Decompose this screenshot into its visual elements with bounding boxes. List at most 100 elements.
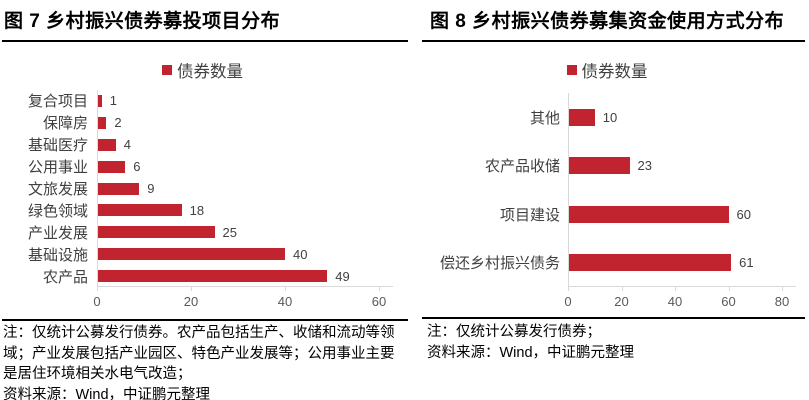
bar [568, 205, 729, 223]
chart-row: 绿色领域 18 [0, 199, 405, 221]
bar [97, 226, 215, 239]
x-tick-label: 60 [371, 294, 387, 309]
figure-7-legend: 债券数量 [0, 61, 405, 81]
category-label: 复合项目 [27, 93, 88, 111]
bar-track: 49 [97, 269, 405, 284]
value-label: 60 [736, 206, 751, 222]
category-label: 产业发展 [27, 224, 88, 242]
bar [97, 270, 328, 283]
x-axis-tick [191, 287, 192, 291]
figure-8-legend: 债券数量 [405, 61, 809, 81]
category-label: 基础设施 [27, 246, 88, 264]
x-tick-label: 80 [774, 294, 790, 309]
value-label: 2 [114, 115, 122, 131]
value-label: 9 [147, 181, 155, 196]
x-axis-tick [379, 287, 380, 291]
bar [97, 94, 102, 107]
figure-8-title: 图 8 乡村振兴债券募集资金使用方式分布 [430, 11, 785, 32]
y-axis-line [568, 93, 569, 287]
bar [97, 204, 182, 217]
bar [568, 108, 595, 126]
bar [97, 248, 285, 261]
chart-row: 项目建设 60 [405, 190, 809, 239]
figure-7-title-divider [2, 40, 408, 42]
x-tick-label: 40 [667, 294, 683, 309]
x-axis-line [97, 286, 393, 287]
x-tick-label: 0 [93, 294, 101, 309]
value-label: 25 [222, 224, 237, 240]
value-label: 18 [189, 202, 205, 218]
legend-label: 债券数量 [581, 63, 648, 81]
figure-7-chart: 复合项目 1 保障房 2 基础医疗 4 公用事业 6 文旅发展 9 绿色领域 18 产业发展 25 基础设施… [0, 90, 405, 309]
source-text: 资料来源：Wind，中证鹏元整理 [427, 344, 635, 361]
figure-8-notes: 注：仅统计公募发行债券； 资料来源：Wind，中证鹏元整理 [427, 322, 805, 363]
value-label: 40 [293, 246, 308, 262]
bar-track: 23 [568, 157, 809, 175]
figure-8-notes-divider [422, 317, 805, 319]
figure-8-title-divider [422, 40, 805, 42]
bar-track: 6 [97, 159, 405, 174]
figure-7-panel: 图 7 乡村振兴债券募投项目分布 债券数量 复合项目 1 保障房 2 基础医疗 4 公用事业… [0, 11, 408, 400]
bar-track: 60 [568, 205, 809, 223]
figure-7-notes-divider [2, 319, 408, 321]
chart-row: 基础医疗 4 [0, 134, 405, 156]
note-text: 注：仅统计公募发行债券。农产品包括生产、收储和流动等领域；产业发展包括产业园区、… [3, 325, 395, 382]
figure-7-title: 图 7 乡村振兴债券募投项目分布 [4, 11, 281, 32]
note-text: 注：仅统计公募发行债券； [427, 324, 601, 340]
chart-row: 农产品 49 [0, 265, 405, 287]
bar-track: 4 [97, 137, 405, 152]
category-label: 保障房 [42, 115, 88, 133]
bar [97, 138, 116, 151]
bar-track: 61 [568, 254, 809, 272]
value-label: 4 [123, 137, 132, 153]
figure-7-notes: 注：仅统计公募发行债券。农产品包括生产、收储和流动等领域；产业发展包括产业园区、… [3, 323, 395, 400]
category-label: 偿还乡村振兴债务 [439, 255, 560, 273]
chart-row: 其他 10 [405, 93, 809, 142]
x-axis-tick [782, 287, 783, 291]
x-tick-label: 40 [277, 294, 293, 309]
value-label: 10 [602, 109, 618, 125]
chart-row: 文旅发展 9 [0, 178, 405, 200]
x-tick-label: 60 [721, 294, 736, 309]
chart-row: 农产品收储 23 [405, 142, 809, 191]
bar-track: 2 [97, 115, 405, 130]
x-tick-label: 20 [614, 294, 629, 309]
chart-row: 保障房 2 [0, 112, 405, 134]
bar-track: 18 [97, 203, 405, 218]
x-axis-tick [285, 287, 286, 291]
legend-label: 债券数量 [177, 63, 243, 81]
value-label: 23 [637, 158, 652, 174]
value-label: 1 [109, 93, 117, 109]
category-label: 其他 [529, 109, 560, 127]
chart-row: 复合项目 1 [0, 90, 405, 112]
x-axis-tick [568, 287, 569, 291]
figure-8-panel: 图 8 乡村振兴债券募集资金使用方式分布 债券数量 其他 10 农产品收储 23 项目建… [405, 0, 809, 400]
source-text: 资料来源：Wind，中证鹏元整理 [3, 386, 211, 400]
legend-marker-icon [162, 65, 172, 75]
value-label: 6 [133, 159, 141, 175]
category-label: 文旅发展 [27, 181, 88, 198]
category-label: 农产品 [42, 268, 88, 286]
y-axis-line [97, 90, 98, 287]
x-tick-label: 0 [564, 294, 572, 309]
x-axis-tick [621, 287, 623, 291]
figure-8-chart: 其他 10 农产品收储 23 项目建设 60 偿还乡村振兴债务 61 0 20 40 60 80 [405, 93, 809, 309]
category-label: 基础医疗 [27, 137, 88, 155]
category-label: 绿色领域 [27, 202, 88, 220]
x-axis-tick [97, 287, 98, 291]
bar-track: 1 [97, 93, 405, 108]
x-axis-tick [675, 287, 676, 291]
bar-track: 10 [568, 108, 809, 126]
chart-row: 产业发展 25 [0, 221, 405, 243]
bar [97, 182, 140, 195]
chart-row: 公用事业 6 [0, 156, 405, 178]
bar-track: 40 [97, 247, 405, 262]
value-label: 49 [335, 268, 350, 284]
chart-row: 基础设施 40 [0, 243, 405, 265]
category-label: 农产品收储 [484, 158, 560, 176]
category-label: 公用事业 [27, 159, 88, 177]
legend-marker-icon [566, 65, 577, 75]
x-axis-tick [728, 287, 730, 291]
bar-track: 25 [97, 225, 405, 240]
